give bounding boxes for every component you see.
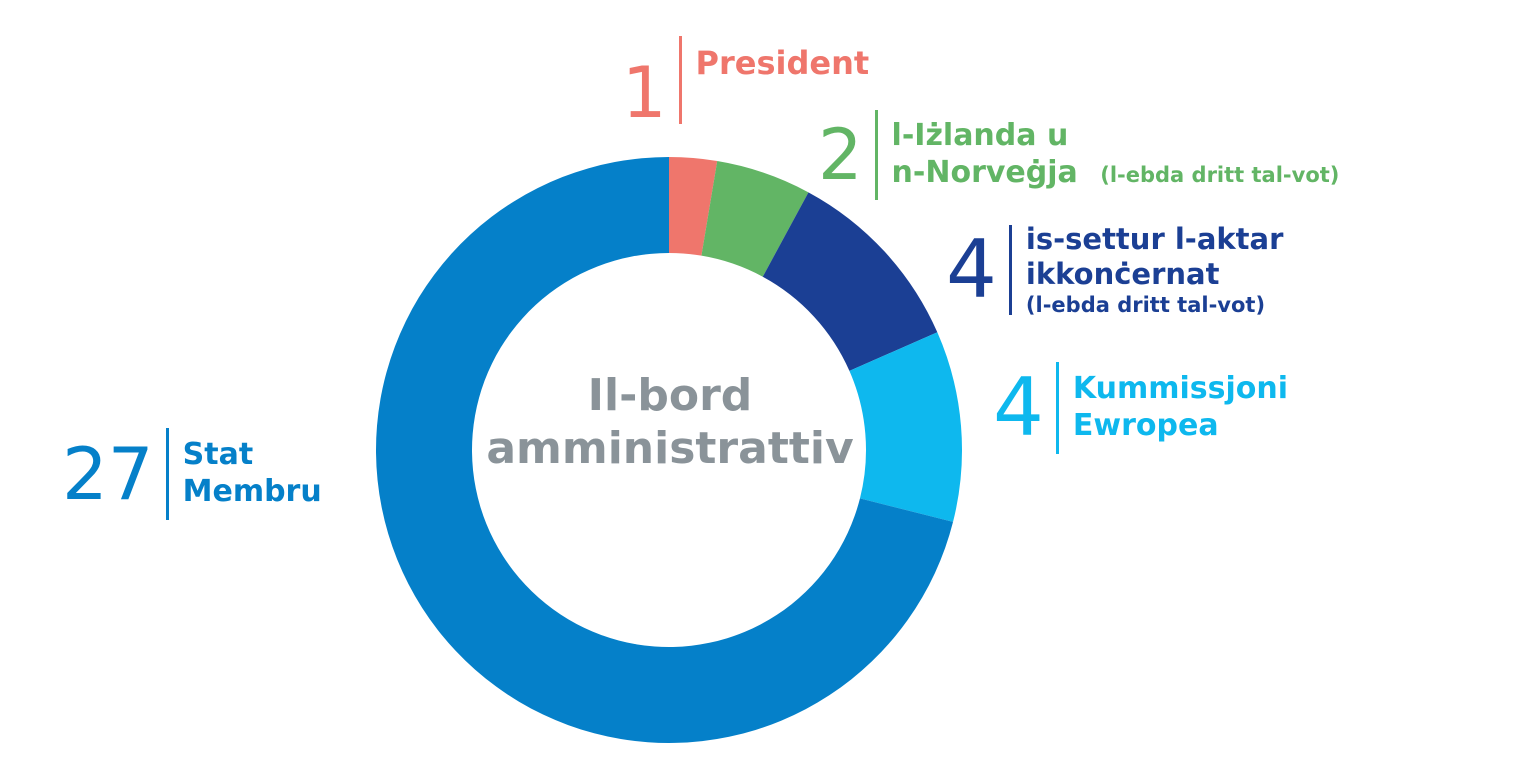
slice-president [669, 157, 718, 256]
legend-commission-text: Kummissjoni Ewropea [1073, 371, 1288, 444]
legend-sector-line-2: ikkonċernat [1025, 257, 1220, 292]
legend-commission-line-2: Ewropea [1072, 408, 1219, 443]
legend-commission-divider [1055, 362, 1059, 454]
center-title-line-1: Il-bord [587, 370, 753, 421]
slice-sector [762, 192, 938, 371]
legend-president-label: President [695, 44, 870, 82]
legend-sector-count: 4 [946, 223, 997, 317]
legend-iceland-norway-note: (l-ebda dritt tal-vot) [1100, 163, 1340, 187]
legend-iceland-norway-divider [874, 110, 878, 200]
center-title-line-2: amministrattiv [486, 422, 854, 474]
legend-member-states: 27 Stat Membru [62, 428, 322, 520]
slice-iceland-norway [701, 160, 809, 277]
legend-commission-count: 4 [993, 361, 1044, 454]
legend-sector: 4 is-settur l-aktar ikkonċernat (l-ebda … [946, 222, 1283, 318]
legend-sector-note: (l-ebda dritt tal-vot) [1025, 292, 1266, 317]
legend-member-states-divider [165, 428, 169, 520]
legend-iceland-norway: 2 l-Iżlanda u n-Norveġja (l-ebda dritt t… [818, 110, 1339, 200]
legend-president-count: 1 [622, 52, 667, 134]
legend-commission: 4 Kummissjoni Ewropea [993, 362, 1288, 454]
legend-president: 1 President [622, 36, 869, 128]
chart-center-title: Il-bord amministrattiv [470, 370, 870, 476]
legend-member-states-count: 27 [62, 432, 154, 516]
legend-iceland-norway-text: l-Iżlanda u n-Norveġja (l-ebda dritt tal… [892, 118, 1340, 191]
slice-member-states [376, 157, 954, 743]
legend-member-states-text: Stat Membru [183, 437, 322, 510]
legend-member-states-line-2: Membru [182, 474, 322, 509]
legend-sector-line-1: is-settur l-aktar [1025, 222, 1284, 256]
legend-sector-divider [1008, 225, 1012, 316]
legend-iceland-norway-count: 2 [818, 114, 863, 196]
slice-commission [849, 332, 962, 522]
legend-member-states-line-1: Stat [182, 437, 254, 473]
legend-commission-line-1: Kummissjoni [1072, 371, 1289, 407]
legend-iceland-norway-line-2: n-Norveġja [891, 155, 1078, 190]
legend-sector-text: is-settur l-aktar ikkonċernat (l-ebda dr… [1026, 222, 1284, 318]
legend-iceland-norway-line-1: l-Iżlanda u [891, 118, 1069, 154]
legend-president-divider [678, 36, 682, 124]
